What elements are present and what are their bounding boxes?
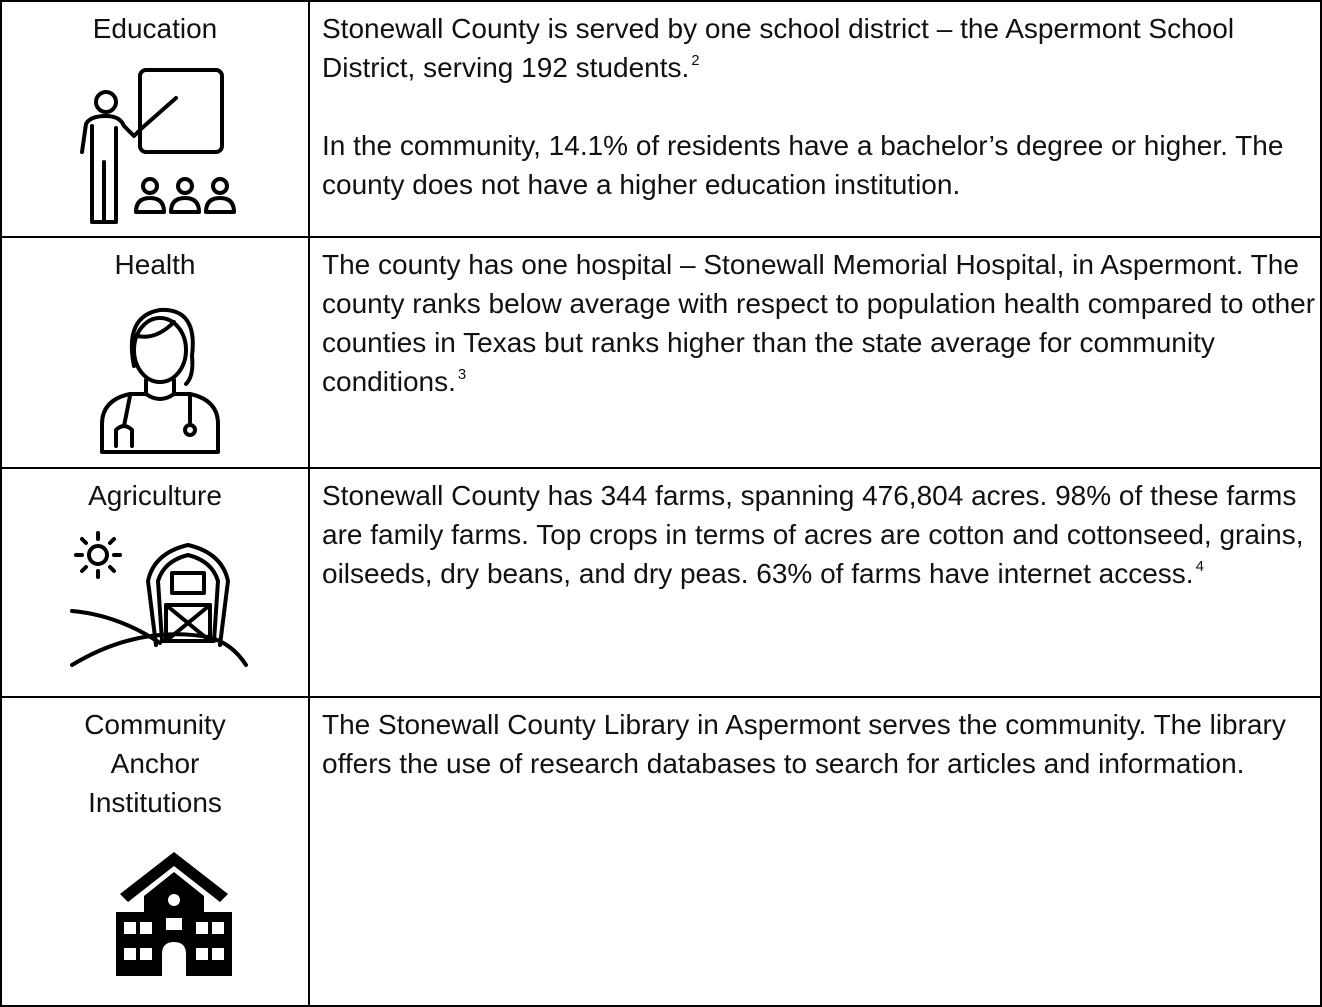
library-icon bbox=[116, 852, 232, 976]
table-row: Health The county has one hospital – Sto… bbox=[2, 238, 1320, 469]
agriculture-icon bbox=[70, 531, 248, 667]
text-cell: The county has one hospital – Stonewall … bbox=[322, 245, 1318, 440]
row-label: Health bbox=[114, 249, 196, 280]
text-cell: The Stonewall County Library in Aspermon… bbox=[322, 705, 1318, 822]
education-icon bbox=[80, 68, 236, 224]
text-cell: Stonewall County is served by one school… bbox=[322, 9, 1318, 243]
row-label: Agriculture bbox=[88, 480, 222, 511]
footnote: 4 bbox=[1195, 558, 1204, 575]
paragraph: The county has one hospital – Stonewall … bbox=[322, 245, 1318, 401]
health-icon bbox=[100, 307, 220, 454]
table-row: Education Stonewall County is served by … bbox=[2, 2, 1320, 238]
table-row: Community Anchor Institutions The Stonew… bbox=[2, 698, 1320, 1005]
paragraph: Stonewall County is served by one school… bbox=[322, 9, 1318, 87]
paragraph-text: The Stonewall County Library in Aspermon… bbox=[322, 709, 1286, 779]
label-cell: Community Anchor Institutions bbox=[2, 698, 310, 1005]
label-cell: Education bbox=[2, 2, 310, 236]
label-cell: Health bbox=[2, 238, 310, 467]
row-label: Education bbox=[92, 13, 218, 44]
paragraph: The Stonewall County Library in Aspermon… bbox=[322, 705, 1318, 783]
footnote: 2 bbox=[691, 52, 700, 69]
paragraph-text: Stonewall County has 344 farms, spanning… bbox=[322, 480, 1304, 589]
row-label: Community Anchor Institutions bbox=[84, 709, 226, 818]
paragraph-text: In the community, 14.1% of residents hav… bbox=[322, 130, 1284, 200]
paragraph-text: The county has one hospital – Stonewall … bbox=[322, 249, 1316, 397]
footnote: 3 bbox=[457, 366, 467, 383]
paragraph: Stonewall County has 344 farms, spanning… bbox=[322, 476, 1318, 593]
table-row: Agriculture Stonewall County has 344 far… bbox=[2, 469, 1320, 698]
paragraph-text: Stonewall County is served by one school… bbox=[322, 13, 1235, 83]
paragraph: In the community, 14.1% of residents hav… bbox=[322, 126, 1318, 204]
label-cell: Agriculture bbox=[2, 469, 310, 696]
text-cell: Stonewall County has 344 farms, spanning… bbox=[322, 476, 1318, 632]
